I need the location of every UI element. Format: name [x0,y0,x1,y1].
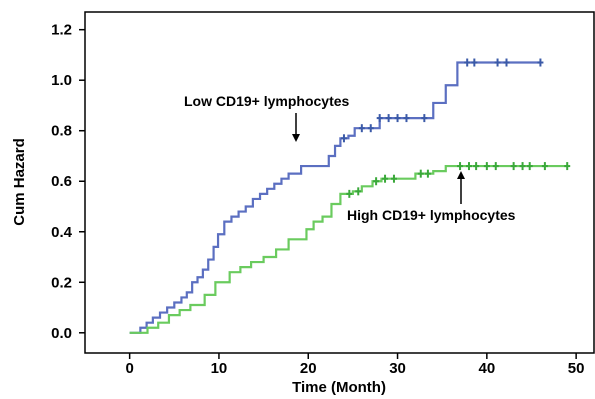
censor-mark [457,162,464,171]
censor-mark [358,124,365,133]
censor-mark [464,58,471,67]
censor-mark [483,162,490,171]
censor-mark [421,114,428,123]
annotation-high-cd19: High CD19+ lymphocytes [347,207,516,223]
censor-mark [465,162,472,171]
annotation-low-cd19: Low CD19+ lymphocytes [184,93,350,109]
y-tick-label: 0.4 [51,224,73,241]
arrow-head-icon [457,171,465,179]
plot-frame [84,11,595,354]
arrow-head-icon [292,134,300,142]
y-tick-label: 1.0 [51,72,72,89]
censor-mark [340,134,347,143]
x-tick-label: 40 [478,360,495,377]
y-tick-label: 0.0 [51,325,72,342]
y-axis-title: Cum Hazard [11,138,28,226]
censor-mark [424,169,431,178]
censor-mark [492,162,499,171]
censor-mark [526,162,533,171]
x-tick-label: 0 [125,360,133,377]
x-axis-title: Time (Month) [292,379,386,396]
censor-mark [471,58,478,67]
censor-mark [494,58,501,67]
censor-mark [373,177,380,186]
x-tick-label: 50 [568,360,585,377]
y-tick-label: 0.6 [51,173,72,190]
censor-mark [417,169,424,178]
y-axis: 0.0 0.2 0.4 0.6 0.8 1.0 1.2 [51,22,85,342]
censor-mark [376,114,383,123]
censor-mark [537,58,544,67]
censor-mark [390,174,397,183]
censor-mark [473,162,480,171]
censor-mark [382,174,389,183]
x-axis: 0 10 20 30 40 50 [125,353,584,377]
x-tick-label: 20 [300,360,317,377]
censor-mark [503,58,510,67]
censor-mark [541,162,548,171]
censor-mark [385,114,392,123]
censor-mark [564,162,571,171]
censor-mark [519,162,526,171]
series-layer [129,58,571,334]
censor-mark [367,124,374,133]
y-tick-label: 0.2 [51,274,72,291]
series-line-low-cd19 [129,61,541,334]
y-tick-label: 1.2 [51,22,72,39]
x-tick-label: 10 [211,360,228,377]
censor-mark [355,187,362,196]
y-tick-label: 0.8 [51,123,72,140]
censor-mark [510,162,517,171]
censor-mark [346,189,353,198]
censor-mark [394,114,401,123]
x-tick-label: 30 [389,360,406,377]
censor-mark [403,114,410,123]
annotation-layer: Low CD19+ lymphocytes High CD19+ lymphocy… [184,93,516,223]
